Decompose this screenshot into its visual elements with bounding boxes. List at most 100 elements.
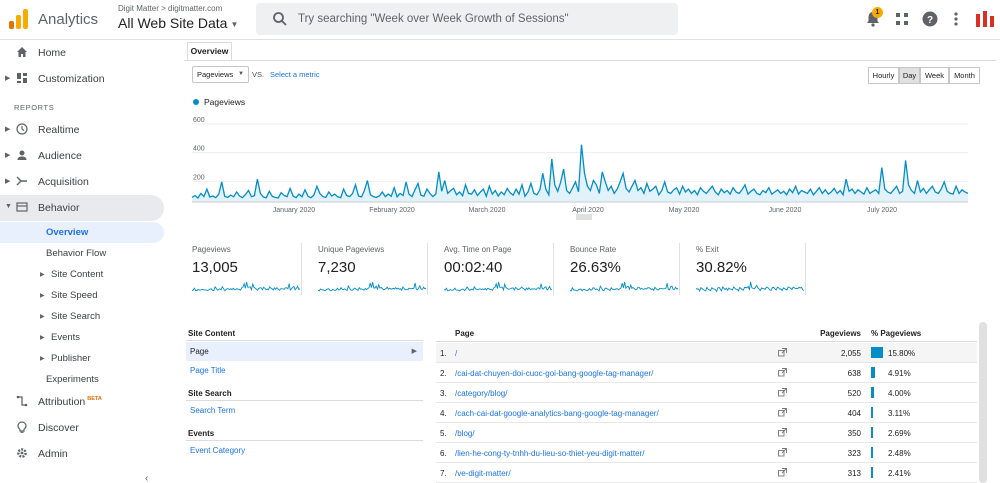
sidebar-item-site-content[interactable]: ▶ Site Content xyxy=(0,264,164,285)
events-heading: Events xyxy=(188,429,215,438)
pageviews-value: 323 xyxy=(847,449,861,458)
search-input[interactable]: Try searching "Week over Week Growth of … xyxy=(256,3,678,35)
sidebar-item-site-search[interactable]: ▶ Site Search xyxy=(0,306,164,327)
row-number: 5. xyxy=(440,429,447,438)
table-row[interactable]: 7. /ve-digit-matter/313 2.41% xyxy=(436,463,977,483)
metric-dropdown[interactable]: Pageviews ▼ xyxy=(192,66,249,83)
more-vert-icon[interactable] xyxy=(947,10,965,28)
pct-bar xyxy=(871,407,873,418)
sidebar-item-experiments[interactable]: Experiments xyxy=(0,369,164,390)
table-row[interactable]: 5. /blog/350 2.69% xyxy=(436,423,977,443)
granularity-hourly[interactable]: Hourly xyxy=(868,67,899,84)
scrollbar[interactable] xyxy=(979,322,987,483)
row-number: 6. xyxy=(440,449,447,458)
pageviews-value: 404 xyxy=(847,409,861,418)
brand-logo-icon[interactable] xyxy=(975,10,995,28)
site-content-heading: Site Content xyxy=(188,329,236,338)
page-link[interactable]: / xyxy=(455,349,458,358)
sidebar-item-site-speed[interactable]: ▶ Site Speed xyxy=(0,285,164,306)
select-metric-link[interactable]: Select a metric xyxy=(270,70,320,79)
search-placeholder: Try searching "Week over Week Growth of … xyxy=(298,13,569,25)
granularity-day[interactable]: Day xyxy=(899,67,920,84)
sidebar-item-label: Publisher xyxy=(51,353,91,364)
sidebar-item-events[interactable]: ▶ Events xyxy=(0,327,164,348)
table-row[interactable]: 3. /category/blog/520 4.00% xyxy=(436,383,977,403)
sidebar-item-behavior[interactable]: ▼ Behavior xyxy=(0,195,164,221)
sidebar-item-overview[interactable]: Overview xyxy=(0,222,164,243)
dimension-search-term[interactable]: Search Term xyxy=(190,406,236,415)
card-value: 30.82% xyxy=(696,259,747,276)
dimension-event-category[interactable]: Event Category xyxy=(190,446,246,455)
sidebar-item-label: Audience xyxy=(38,150,82,162)
table-row[interactable]: 1. / 2,055 15.80% xyxy=(436,343,977,363)
sidebar-item-attribution[interactable]: Attribution BETA xyxy=(0,389,164,415)
table-row[interactable]: 6. /lien-he-cong-ty-tnhh-du-lieu-so-thiet… xyxy=(436,443,977,463)
card-sparkline xyxy=(444,281,552,292)
help-icon[interactable]: ? xyxy=(921,10,939,28)
card-sparkline xyxy=(318,281,426,292)
page-link[interactable]: /category/blog/ xyxy=(455,389,508,398)
analytics-logo-icon[interactable] xyxy=(9,9,29,29)
page-link[interactable]: /cach-cai-dat-google-analytics-bang-goog… xyxy=(455,409,659,418)
home-icon xyxy=(17,47,27,57)
granularity-week[interactable]: Week xyxy=(920,67,949,84)
sidebar-item-label: Attribution BETA xyxy=(38,396,102,408)
divider xyxy=(186,400,423,401)
sparkline-path xyxy=(444,281,552,292)
tab-overview[interactable]: Overview xyxy=(187,42,232,61)
page-link[interactable]: /lien-he-cong-ty-tnhh-du-lieu-so-thiet-y… xyxy=(455,449,645,458)
chevron-down-icon: ▼ xyxy=(230,19,239,29)
annotation-toggle[interactable] xyxy=(576,214,592,220)
page-link[interactable]: /ve-digit-matter/ xyxy=(455,469,511,478)
pageviews-value: 520 xyxy=(847,389,861,398)
column-header-pct-pageviews[interactable]: % Pageviews xyxy=(871,329,922,338)
open-link-icon[interactable] xyxy=(778,348,787,357)
table-row[interactable]: 4. /cach-cai-dat-google-analytics-bang-go… xyxy=(436,403,977,423)
card-avg-time-on-page[interactable]: Avg. Time on Page 00:02:40 xyxy=(436,243,554,295)
x-tick-label: July 2020 xyxy=(867,207,897,214)
table-row[interactable]: 2. /cai-dat-chuyen-doi-cuoc-goi-bang-goog… xyxy=(436,363,977,383)
card-exit-rate[interactable]: % Exit 30.82% xyxy=(688,243,806,295)
open-link-icon[interactable] xyxy=(778,408,787,417)
sidebar-item-acquisition[interactable]: ▶ Acquisition xyxy=(0,169,164,195)
open-link-icon[interactable] xyxy=(778,468,787,477)
column-header-pageviews[interactable]: Pageviews xyxy=(820,329,861,338)
card-unique-pageviews[interactable]: Unique Pageviews 7,230 xyxy=(310,243,428,295)
card-pageviews[interactable]: Pageviews 13,005 xyxy=(184,243,302,295)
dimension-page-title[interactable]: Page Title xyxy=(190,366,226,375)
sidebar-item-customization[interactable]: ▶ Customization xyxy=(0,66,164,92)
dimension-page[interactable]: Page ▶ xyxy=(186,342,423,361)
sidebar-item-audience[interactable]: ▶ Audience xyxy=(0,143,164,169)
open-link-icon[interactable] xyxy=(778,448,787,457)
sidebar-item-admin[interactable]: Admin xyxy=(0,441,164,467)
sidebar-item-label: Admin xyxy=(38,448,68,460)
collapse-sidebar-icon[interactable]: ‹ xyxy=(145,473,149,483)
card-value: 00:02:40 xyxy=(444,259,503,276)
sidebar-item-home[interactable]: Home xyxy=(0,40,164,66)
open-link-icon[interactable] xyxy=(778,428,787,437)
apps-grid-icon[interactable] xyxy=(893,10,911,28)
property-selector[interactable]: All Web Site Data ▼ xyxy=(118,15,238,31)
pct-value: 2.48% xyxy=(888,449,911,458)
pageviews-value: 2,055 xyxy=(840,349,861,358)
series-line-pageviews xyxy=(191,144,969,199)
sidebar-item-publisher[interactable]: ▶ Publisher xyxy=(0,348,164,369)
sidebar-item-realtime[interactable]: ▶ Realtime xyxy=(0,117,164,143)
chevron-right-icon: ▶ xyxy=(40,293,45,299)
page-link[interactable]: /cai-dat-chuyen-doi-cuoc-goi-bang-google… xyxy=(455,369,654,378)
granularity-month[interactable]: Month xyxy=(949,67,980,84)
sidebar-item-behavior-flow[interactable]: Behavior Flow xyxy=(0,243,164,264)
legend-label: Pageviews xyxy=(204,97,246,107)
card-sparkline xyxy=(570,281,678,292)
page-link[interactable]: /blog/ xyxy=(455,429,475,438)
open-link-icon[interactable] xyxy=(778,388,787,397)
sidebar-item-label: Events xyxy=(51,332,81,343)
chevron-right-icon: ▶ xyxy=(40,314,45,320)
sidebar-item-discover[interactable]: Discover xyxy=(0,415,164,441)
open-link-icon[interactable] xyxy=(778,368,787,377)
property-name: All Web Site Data xyxy=(118,15,228,31)
chevron-right-icon: ▶ xyxy=(40,272,45,278)
card-bounce-rate[interactable]: Bounce Rate 26.63% xyxy=(562,243,680,295)
account-breadcrumb[interactable]: Digit Matter > digitmatter.com xyxy=(118,4,223,13)
column-header-page[interactable]: Page xyxy=(455,329,475,338)
